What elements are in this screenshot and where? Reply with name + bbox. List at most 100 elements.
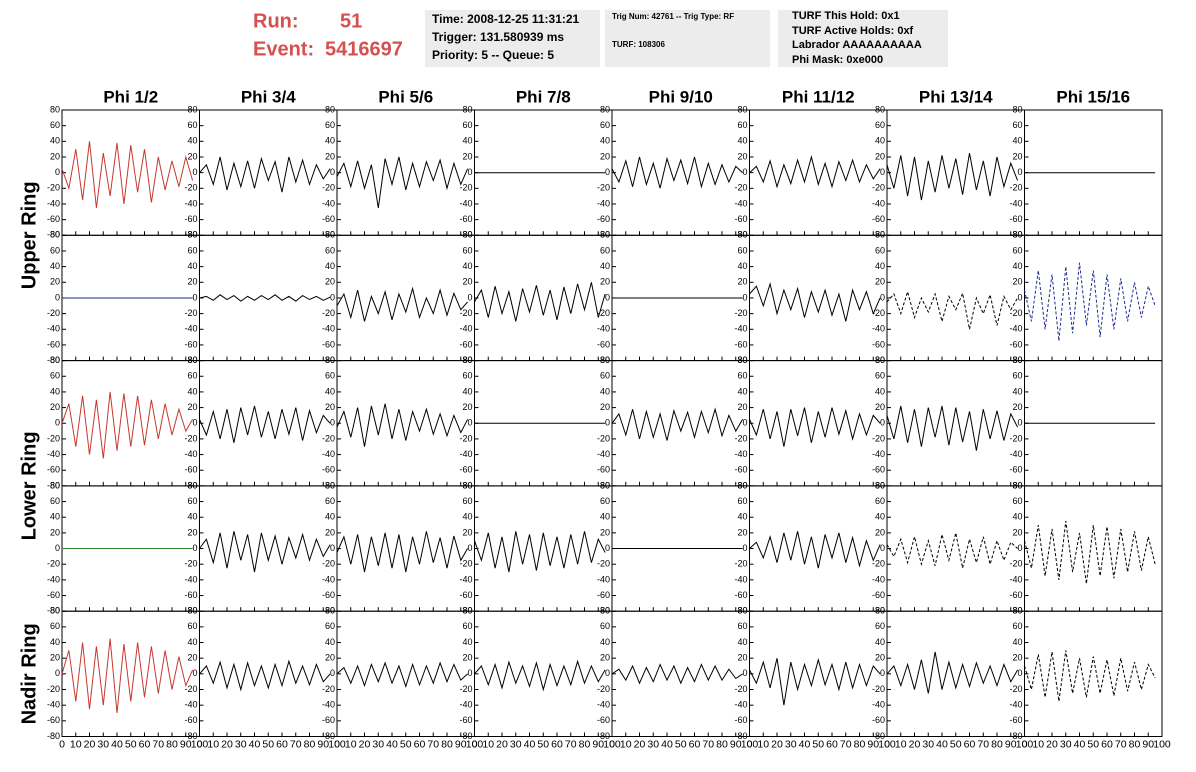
y-tick-label: -80 bbox=[734, 230, 747, 240]
y-tick-label: -80 bbox=[872, 230, 885, 240]
y-tick-label: 20 bbox=[737, 402, 747, 412]
x-tick-label: 80 bbox=[716, 738, 728, 750]
y-tick-label: 60 bbox=[50, 245, 60, 255]
y-tick-label: 80 bbox=[187, 104, 197, 114]
y-tick-label: 20 bbox=[50, 402, 60, 412]
y-tick-label: 20 bbox=[600, 653, 610, 663]
x-tick-label: 70 bbox=[840, 738, 852, 750]
y-tick-label: 60 bbox=[600, 245, 610, 255]
y-tick-label: 80 bbox=[600, 104, 610, 114]
y-tick-label: 60 bbox=[737, 496, 747, 506]
y-tick-label: 40 bbox=[462, 512, 472, 522]
y-tick-label: 80 bbox=[462, 230, 472, 240]
y-tick-label: 80 bbox=[187, 230, 197, 240]
waveform bbox=[749, 155, 881, 189]
y-tick-label: -40 bbox=[459, 324, 472, 334]
y-tick-label: -20 bbox=[459, 183, 472, 193]
x-tick-label: 10 bbox=[895, 738, 907, 750]
y-tick-label: 60 bbox=[187, 621, 197, 631]
y-tick-label: 0 bbox=[605, 418, 610, 428]
y-tick-label: 0 bbox=[742, 668, 747, 678]
y-tick-label: -40 bbox=[734, 574, 747, 584]
y-tick-label: 40 bbox=[600, 637, 610, 647]
y-tick-label: 40 bbox=[325, 386, 335, 396]
y-tick-label: 60 bbox=[1012, 120, 1022, 130]
column-title: Phi 15/16 bbox=[1056, 87, 1130, 106]
x-tick-label: 20 bbox=[359, 738, 371, 750]
y-tick-label: 0 bbox=[55, 292, 60, 302]
x-tick-label: 70 bbox=[152, 738, 164, 750]
x-tick-label: 50 bbox=[950, 738, 962, 750]
y-tick-label: -40 bbox=[872, 700, 885, 710]
x-tick-label: 20 bbox=[634, 738, 646, 750]
info-box bbox=[425, 10, 600, 67]
x-tick-label: 70 bbox=[290, 738, 302, 750]
y-tick-label: -20 bbox=[47, 433, 60, 443]
x-tick-label: 40 bbox=[799, 738, 811, 750]
y-tick-label: -40 bbox=[1009, 574, 1022, 584]
x-tick-label: 40 bbox=[661, 738, 673, 750]
y-tick-label: -80 bbox=[1009, 355, 1022, 365]
y-tick-label: 60 bbox=[50, 120, 60, 130]
y-tick-label: -60 bbox=[872, 465, 885, 475]
y-tick-label: -20 bbox=[872, 433, 885, 443]
waveform bbox=[336, 286, 468, 322]
y-tick-label: -80 bbox=[47, 230, 60, 240]
x-tick-label: 30 bbox=[785, 738, 797, 750]
y-tick-label: 0 bbox=[742, 167, 747, 177]
y-tick-label: 60 bbox=[50, 371, 60, 381]
y-tick-label: -80 bbox=[47, 355, 60, 365]
y-tick-label: 60 bbox=[737, 371, 747, 381]
y-tick-label: -60 bbox=[872, 715, 885, 725]
y-tick-label: -80 bbox=[872, 355, 885, 365]
x-tick-label: 20 bbox=[84, 738, 96, 750]
y-tick-label: -60 bbox=[459, 590, 472, 600]
y-tick-label: -20 bbox=[184, 183, 197, 193]
x-tick-label: 50 bbox=[537, 738, 549, 750]
y-tick-label: 80 bbox=[187, 606, 197, 616]
y-tick-label: -40 bbox=[459, 700, 472, 710]
y-tick-label: -60 bbox=[734, 465, 747, 475]
x-tick-label: 90 bbox=[455, 738, 467, 750]
y-tick-label: 0 bbox=[880, 167, 885, 177]
x-tick-label: 20 bbox=[771, 738, 783, 750]
y-tick-label: 80 bbox=[600, 355, 610, 365]
y-tick-label: -40 bbox=[47, 574, 60, 584]
y-tick-label: 0 bbox=[1017, 167, 1022, 177]
waveform bbox=[336, 403, 469, 447]
y-tick-label: 20 bbox=[1012, 527, 1022, 537]
y-tick-label: -60 bbox=[47, 214, 60, 224]
y-tick-label: -80 bbox=[459, 230, 472, 240]
y-tick-label: 60 bbox=[1012, 245, 1022, 255]
y-tick-label: 60 bbox=[737, 120, 747, 130]
y-tick-label: 20 bbox=[187, 277, 197, 287]
y-tick-label: -60 bbox=[322, 214, 335, 224]
waveform bbox=[61, 141, 194, 208]
x-tick-label: 50 bbox=[675, 738, 687, 750]
y-tick-label: 60 bbox=[600, 371, 610, 381]
y-tick-label: 20 bbox=[462, 527, 472, 537]
y-tick-label: 60 bbox=[325, 371, 335, 381]
y-tick-label: -80 bbox=[459, 480, 472, 490]
info-text: Time: 2008-12-25 11:31:21 bbox=[432, 12, 580, 26]
y-tick-label: -20 bbox=[322, 559, 335, 569]
y-tick-label: 80 bbox=[325, 606, 335, 616]
y-tick-label: -20 bbox=[459, 433, 472, 443]
y-tick-label: 0 bbox=[605, 292, 610, 302]
y-tick-label: 40 bbox=[600, 512, 610, 522]
y-tick-label: 60 bbox=[187, 371, 197, 381]
y-tick-label: 0 bbox=[1017, 418, 1022, 428]
x-tick-label: 60 bbox=[1101, 738, 1113, 750]
y-tick-label: -60 bbox=[1009, 214, 1022, 224]
y-tick-label: -40 bbox=[184, 700, 197, 710]
y-tick-label: 20 bbox=[325, 527, 335, 537]
y-tick-label: 40 bbox=[325, 637, 335, 647]
y-tick-label: 20 bbox=[737, 653, 747, 663]
y-tick-label: -40 bbox=[872, 198, 885, 208]
y-tick-label: -40 bbox=[459, 198, 472, 208]
column-title: Phi 7/8 bbox=[516, 87, 571, 106]
info-text: Trigger: 131.580939 ms bbox=[432, 30, 564, 44]
y-tick-label: 40 bbox=[1012, 386, 1022, 396]
y-tick-label: 20 bbox=[737, 277, 747, 287]
y-tick-label: -80 bbox=[459, 731, 472, 741]
